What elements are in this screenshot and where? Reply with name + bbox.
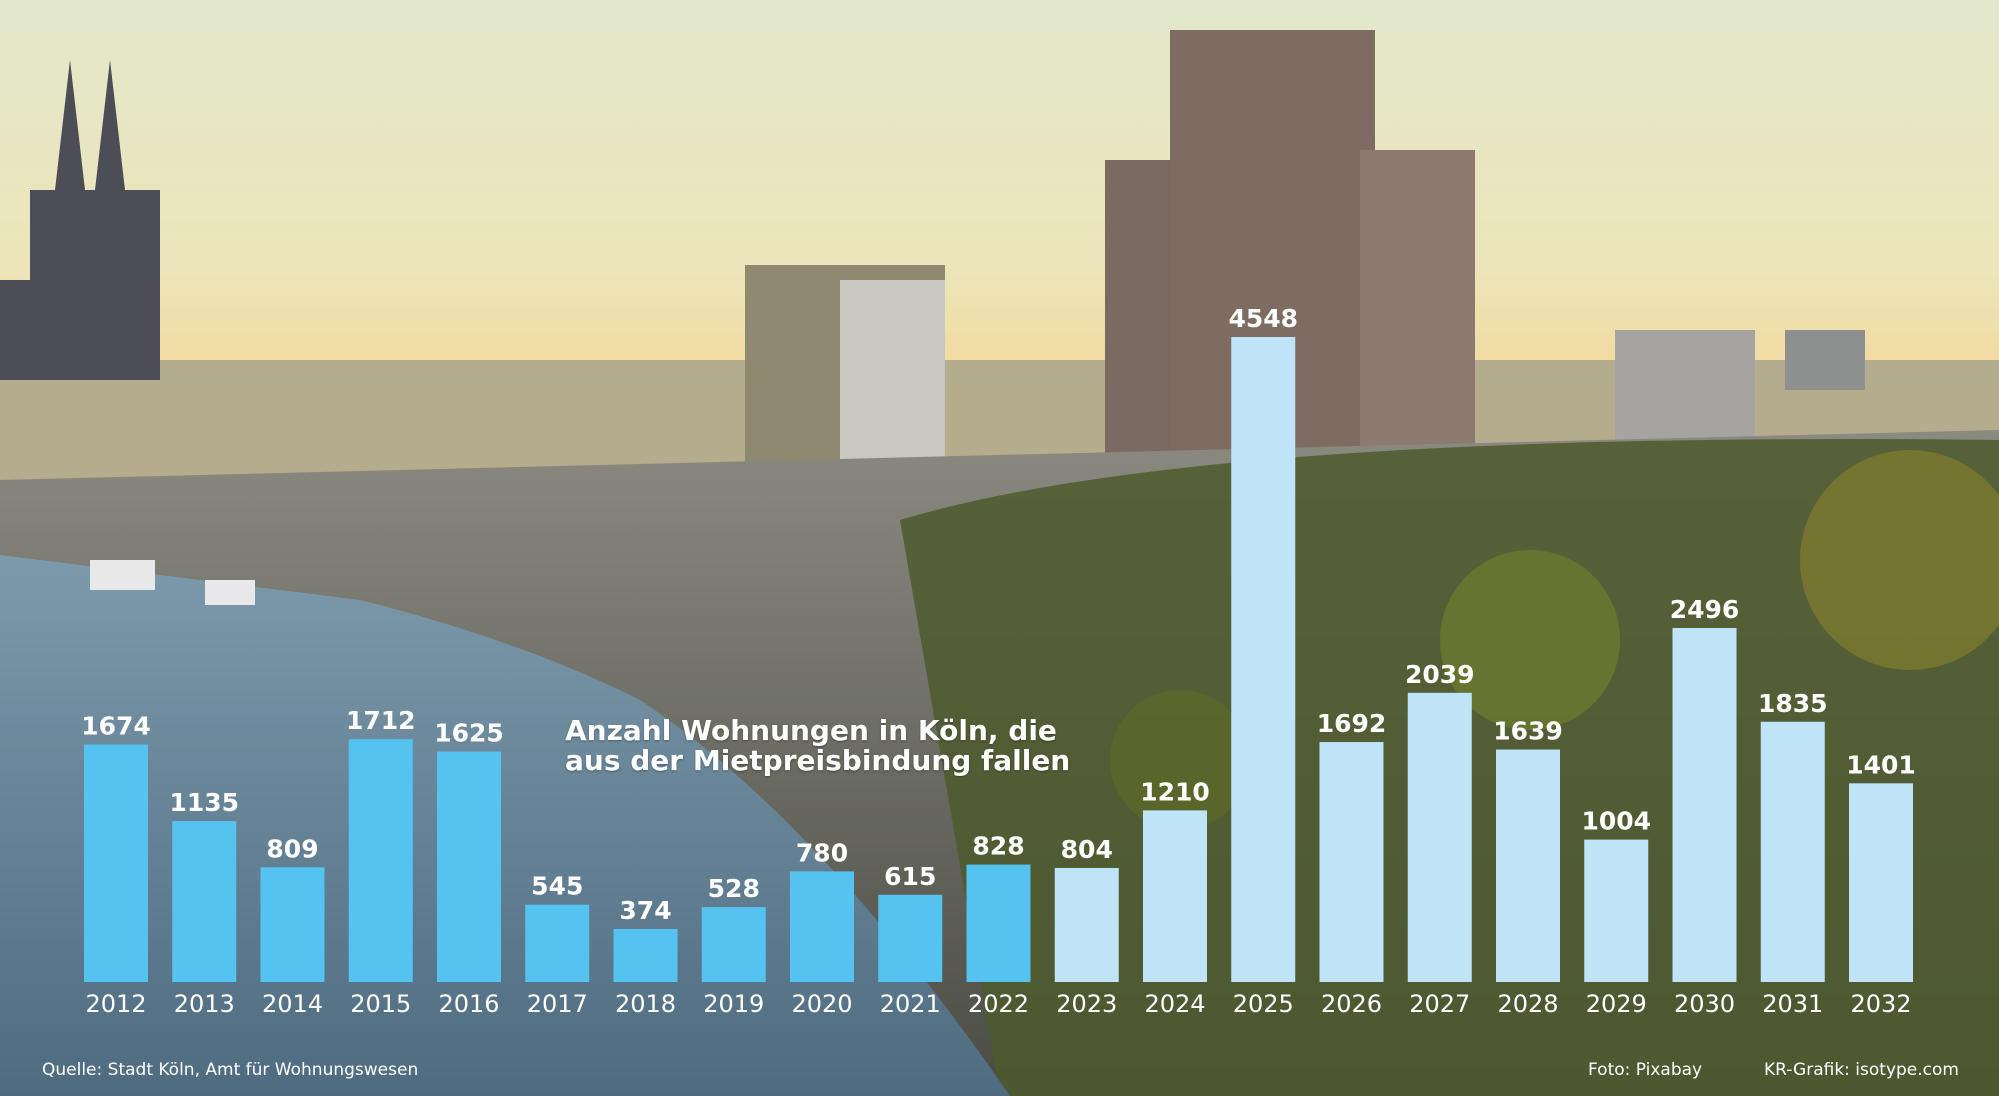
bar-2032 (1849, 783, 1913, 982)
x-tick-label-2028: 2028 (1497, 990, 1558, 1018)
bar-2030 (1672, 628, 1737, 982)
bar-2023 (1054, 867, 1119, 982)
data-label-2026: 1692 (1317, 709, 1387, 738)
x-tick-label-2031: 2031 (1762, 990, 1823, 1018)
bar-2013 (172, 821, 237, 982)
data-label-2029: 1004 (1581, 807, 1651, 836)
bar-2012 (84, 744, 148, 982)
bar-2016 (437, 751, 501, 982)
data-label-2017: 545 (531, 872, 583, 901)
photo-credit: Foto: Pixabay (1588, 1060, 1703, 1080)
data-label-2025: 4548 (1228, 304, 1298, 333)
bar-2021 (878, 894, 943, 982)
data-label-2022: 828 (972, 832, 1024, 861)
data-label-2013: 1135 (169, 788, 239, 817)
x-tick-label-2027: 2027 (1409, 990, 1470, 1018)
bar-2017 (525, 904, 590, 982)
bar-2022 (966, 864, 1031, 982)
graphic-credit: KR-Grafik: isotype.com (1764, 1060, 1959, 1080)
data-label-2014: 809 (266, 834, 318, 863)
x-tick-label-2013: 2013 (174, 990, 235, 1018)
data-label-2015: 1712 (346, 706, 416, 735)
data-label-2016: 1625 (434, 719, 504, 748)
bar-2014 (260, 867, 325, 982)
bar-2028 (1496, 749, 1560, 982)
x-tick-label-2022: 2022 (968, 990, 1029, 1018)
x-tick-label-2024: 2024 (1144, 990, 1205, 1018)
x-tick-label-2017: 2017 (527, 990, 588, 1018)
data-label-2028: 1639 (1493, 717, 1563, 746)
bar-2015 (348, 739, 413, 982)
data-label-2031: 1835 (1758, 689, 1828, 718)
bar-2019 (701, 907, 766, 982)
x-tick-label-2020: 2020 (791, 990, 852, 1018)
x-tick-label-2032: 2032 (1850, 990, 1911, 1018)
bar-2018 (613, 928, 678, 982)
data-label-2012: 1674 (81, 712, 151, 741)
x-tick-label-2029: 2029 (1586, 990, 1647, 1018)
x-tick-label-2018: 2018 (615, 990, 676, 1018)
x-tick-label-2021: 2021 (880, 990, 941, 1018)
x-tick-label-2023: 2023 (1056, 990, 1117, 1018)
chart-title-line-1: Anzahl Wohnungen in Köln, die (565, 714, 1057, 747)
bar-2029 (1584, 839, 1649, 982)
bar-2020 (790, 871, 854, 982)
bar-2025 (1231, 337, 1296, 982)
bar-2031 (1760, 721, 1825, 982)
source-note: Quelle: Stadt Köln, Amt für Wohnungswese… (42, 1060, 419, 1080)
x-tick-label-2014: 2014 (262, 990, 323, 1018)
data-label-2030: 2496 (1670, 595, 1740, 624)
x-tick-label-2019: 2019 (703, 990, 764, 1018)
bar-2026 (1319, 742, 1384, 982)
data-label-2023: 804 (1061, 835, 1113, 864)
x-tick-label-2016: 2016 (438, 990, 499, 1018)
x-tick-label-2015: 2015 (350, 990, 411, 1018)
data-label-2024: 1210 (1140, 777, 1210, 806)
bar-2024 (1143, 810, 1207, 982)
data-label-2021: 615 (884, 862, 936, 891)
data-label-2020: 780 (796, 838, 848, 867)
x-tick-label-2025: 2025 (1233, 990, 1294, 1018)
data-label-2018: 374 (619, 896, 671, 925)
x-tick-label-2026: 2026 (1321, 990, 1382, 1018)
x-tick-label-2012: 2012 (85, 990, 146, 1018)
data-label-2019: 528 (708, 874, 760, 903)
data-label-2027: 2039 (1405, 660, 1475, 689)
x-tick-label-2030: 2030 (1674, 990, 1735, 1018)
cathedral-silhouette (0, 60, 160, 380)
bar-2027 (1407, 692, 1472, 982)
data-label-2032: 1401 (1846, 750, 1916, 779)
chart-title-line-2: aus der Mietpreisbindung fallen (565, 744, 1071, 777)
